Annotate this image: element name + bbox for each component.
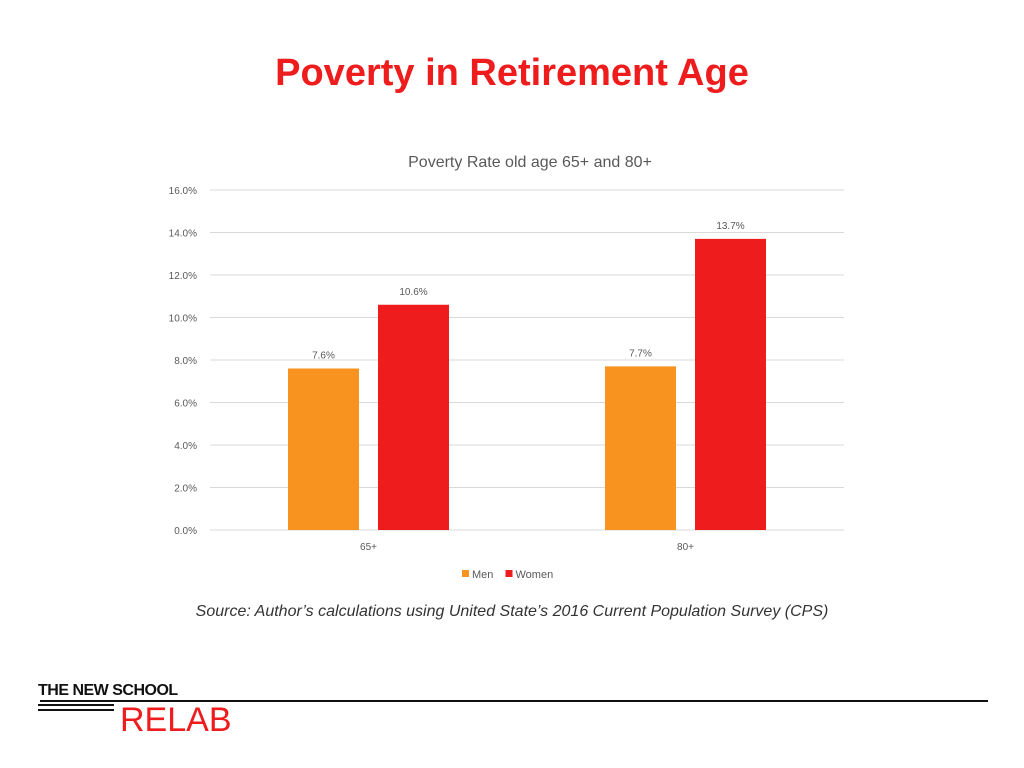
bar-men-80plus <box>605 366 676 530</box>
data-label: 13.7% <box>716 221 744 232</box>
y-tick-label: 12.0% <box>169 271 197 282</box>
bar-chart: Poverty Rate old age 65+ and 80+ 0.0% 2.0%… <box>169 154 844 581</box>
y-tick-label: 0.0% <box>174 526 197 537</box>
logo-rule-2 <box>38 709 114 711</box>
data-label: 10.6% <box>399 287 427 298</box>
bar-women-65plus <box>378 304 449 530</box>
new-school-relab-logo: THE NEW SCHOOL RELAB <box>38 682 278 742</box>
x-tick-label: 80+ <box>677 542 694 553</box>
chart-title: Poverty Rate old age 65+ and 80+ <box>408 154 652 171</box>
bar-men-65plus <box>288 368 359 530</box>
y-tick-label: 6.0% <box>174 399 197 410</box>
y-tick-label: 10.0% <box>169 314 197 325</box>
y-tick-label: 16.0% <box>169 186 197 197</box>
logo-rule-1 <box>38 704 114 706</box>
source-note: Source: Author’s calculations using Unit… <box>195 603 829 620</box>
data-label: 7.7% <box>629 348 652 359</box>
legend-swatch-women <box>505 570 513 577</box>
legend-swatch-men <box>462 570 469 577</box>
logo-bottom-text: RELAB <box>120 701 232 739</box>
y-tick-label: 4.0% <box>174 441 197 452</box>
y-tick-label: 14.0% <box>169 229 197 240</box>
footer-rule <box>40 700 988 702</box>
y-tick-label: 8.0% <box>174 356 197 367</box>
x-tick-label: 65+ <box>360 542 377 553</box>
logo-top-text: THE NEW SCHOOL <box>38 682 182 700</box>
slide-title: Poverty in Retirement Age <box>275 52 749 94</box>
data-label: 7.6% <box>312 351 335 362</box>
y-tick-label: 2.0% <box>174 484 197 495</box>
bar-women-80plus <box>695 238 766 530</box>
legend-label-women: Women <box>516 569 554 581</box>
legend-label-men: Men <box>472 569 493 581</box>
